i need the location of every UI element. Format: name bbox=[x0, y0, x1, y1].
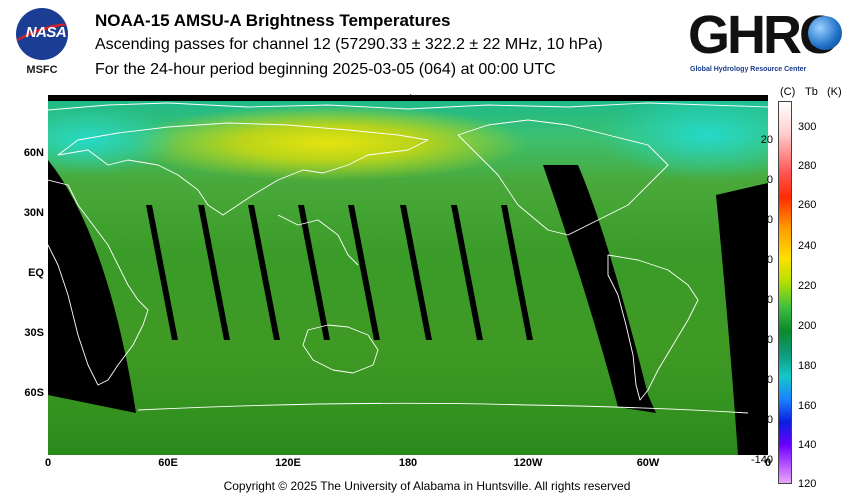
colorbar-kelvin-label: 160 bbox=[798, 400, 817, 412]
copyright-footer: Copyright © 2025 The University of Alaba… bbox=[223, 479, 631, 493]
colorbar-celsius-label: -40 bbox=[757, 254, 773, 266]
orbit-gap bbox=[400, 205, 432, 340]
lon-label-180: 180 bbox=[398, 457, 418, 469]
data-gap-atlantic bbox=[543, 165, 656, 413]
colorbar-kelvin-label: 200 bbox=[798, 320, 817, 332]
lat-label-60s: 60S bbox=[24, 387, 44, 399]
colorbar-celsius-label: -120 bbox=[750, 414, 773, 426]
colorbar-celsius-label: -80 bbox=[757, 334, 773, 346]
brightness-temperature-map bbox=[48, 95, 768, 455]
msfc-label: MSFC bbox=[26, 64, 58, 76]
lon-label-120e: 120E bbox=[275, 457, 301, 469]
page-title: NOAA-15 AMSU-A Brightness Temperatures bbox=[95, 11, 451, 30]
colorbar-head-tb: Tb bbox=[805, 86, 818, 98]
orbit-gap bbox=[146, 205, 178, 340]
lon-label-60e: 60E bbox=[158, 457, 178, 469]
warm-anomaly bbox=[128, 105, 528, 181]
colorbar-celsius-label: -20 bbox=[757, 214, 773, 226]
colorbar-kelvin-label: 140 bbox=[798, 439, 817, 451]
colorbar-head-c: (C) bbox=[780, 86, 796, 98]
colorbar-celsius-label: -140 bbox=[750, 454, 773, 466]
top-data-gap bbox=[48, 95, 768, 101]
colorbar-kelvin-label: 280 bbox=[798, 160, 817, 172]
colorbar-kelvin-label: 120 bbox=[798, 478, 817, 490]
orbit-gap bbox=[451, 205, 483, 340]
colorbar-kelvin-label: 240 bbox=[798, 240, 817, 252]
globe-icon bbox=[808, 16, 842, 50]
lon-label-0: 0 bbox=[44, 457, 52, 469]
colorbar-kelvin-label: 220 bbox=[798, 280, 817, 292]
lon-label-60w: 60W bbox=[636, 457, 660, 469]
colorbar-kelvin-label: 180 bbox=[798, 360, 817, 372]
cool-anomaly-west bbox=[48, 105, 178, 175]
colorbar-kelvin-label: 260 bbox=[798, 199, 817, 211]
orbit-gap bbox=[298, 205, 330, 340]
orbit-gap bbox=[501, 205, 533, 340]
colorbar-celsius-label: -60 bbox=[757, 294, 773, 306]
orbit-gap bbox=[248, 205, 280, 340]
ghrc-logo: GHRC Global Hydrology Resource Center bbox=[688, 5, 848, 78]
colorbar-celsius-label: -100 bbox=[750, 374, 773, 386]
lon-label-0-east: 0 bbox=[764, 457, 772, 469]
ghrc-tagline: Global Hydrology Resource Center bbox=[690, 66, 807, 73]
cool-anomaly-east bbox=[598, 95, 768, 180]
nasa-meatball-icon: NASA bbox=[16, 8, 68, 60]
colorbar-celsius-label: 0 bbox=[766, 174, 773, 186]
colorbar bbox=[778, 101, 792, 484]
channel-subtitle: Ascending passes for channel 12 (57290.3… bbox=[95, 36, 603, 53]
orbit-gap bbox=[348, 205, 380, 340]
orbit-gap bbox=[198, 205, 230, 340]
data-gap-west bbox=[48, 160, 136, 413]
lat-label-60n: 60N bbox=[23, 147, 44, 159]
colorbar-celsius-label: 20 bbox=[760, 134, 773, 146]
lat-label-30s: 30S bbox=[24, 327, 44, 339]
colorbar-head-k: (K) bbox=[827, 86, 842, 98]
lon-label-120w: 120W bbox=[513, 457, 543, 469]
nasa-word: NASA bbox=[25, 24, 67, 41]
nasa-logo: NASA MSFC bbox=[12, 8, 74, 80]
data-gap-east bbox=[716, 183, 768, 455]
lat-label-eq: EQ bbox=[28, 267, 44, 279]
period-subtitle: For the 24-hour period beginning 2025-03… bbox=[95, 61, 556, 78]
colorbar-kelvin-label: 300 bbox=[798, 121, 817, 133]
scan-direction-arrow: ← bbox=[406, 85, 420, 101]
lat-label-30n: 30N bbox=[23, 207, 44, 219]
coastlines bbox=[48, 102, 768, 414]
